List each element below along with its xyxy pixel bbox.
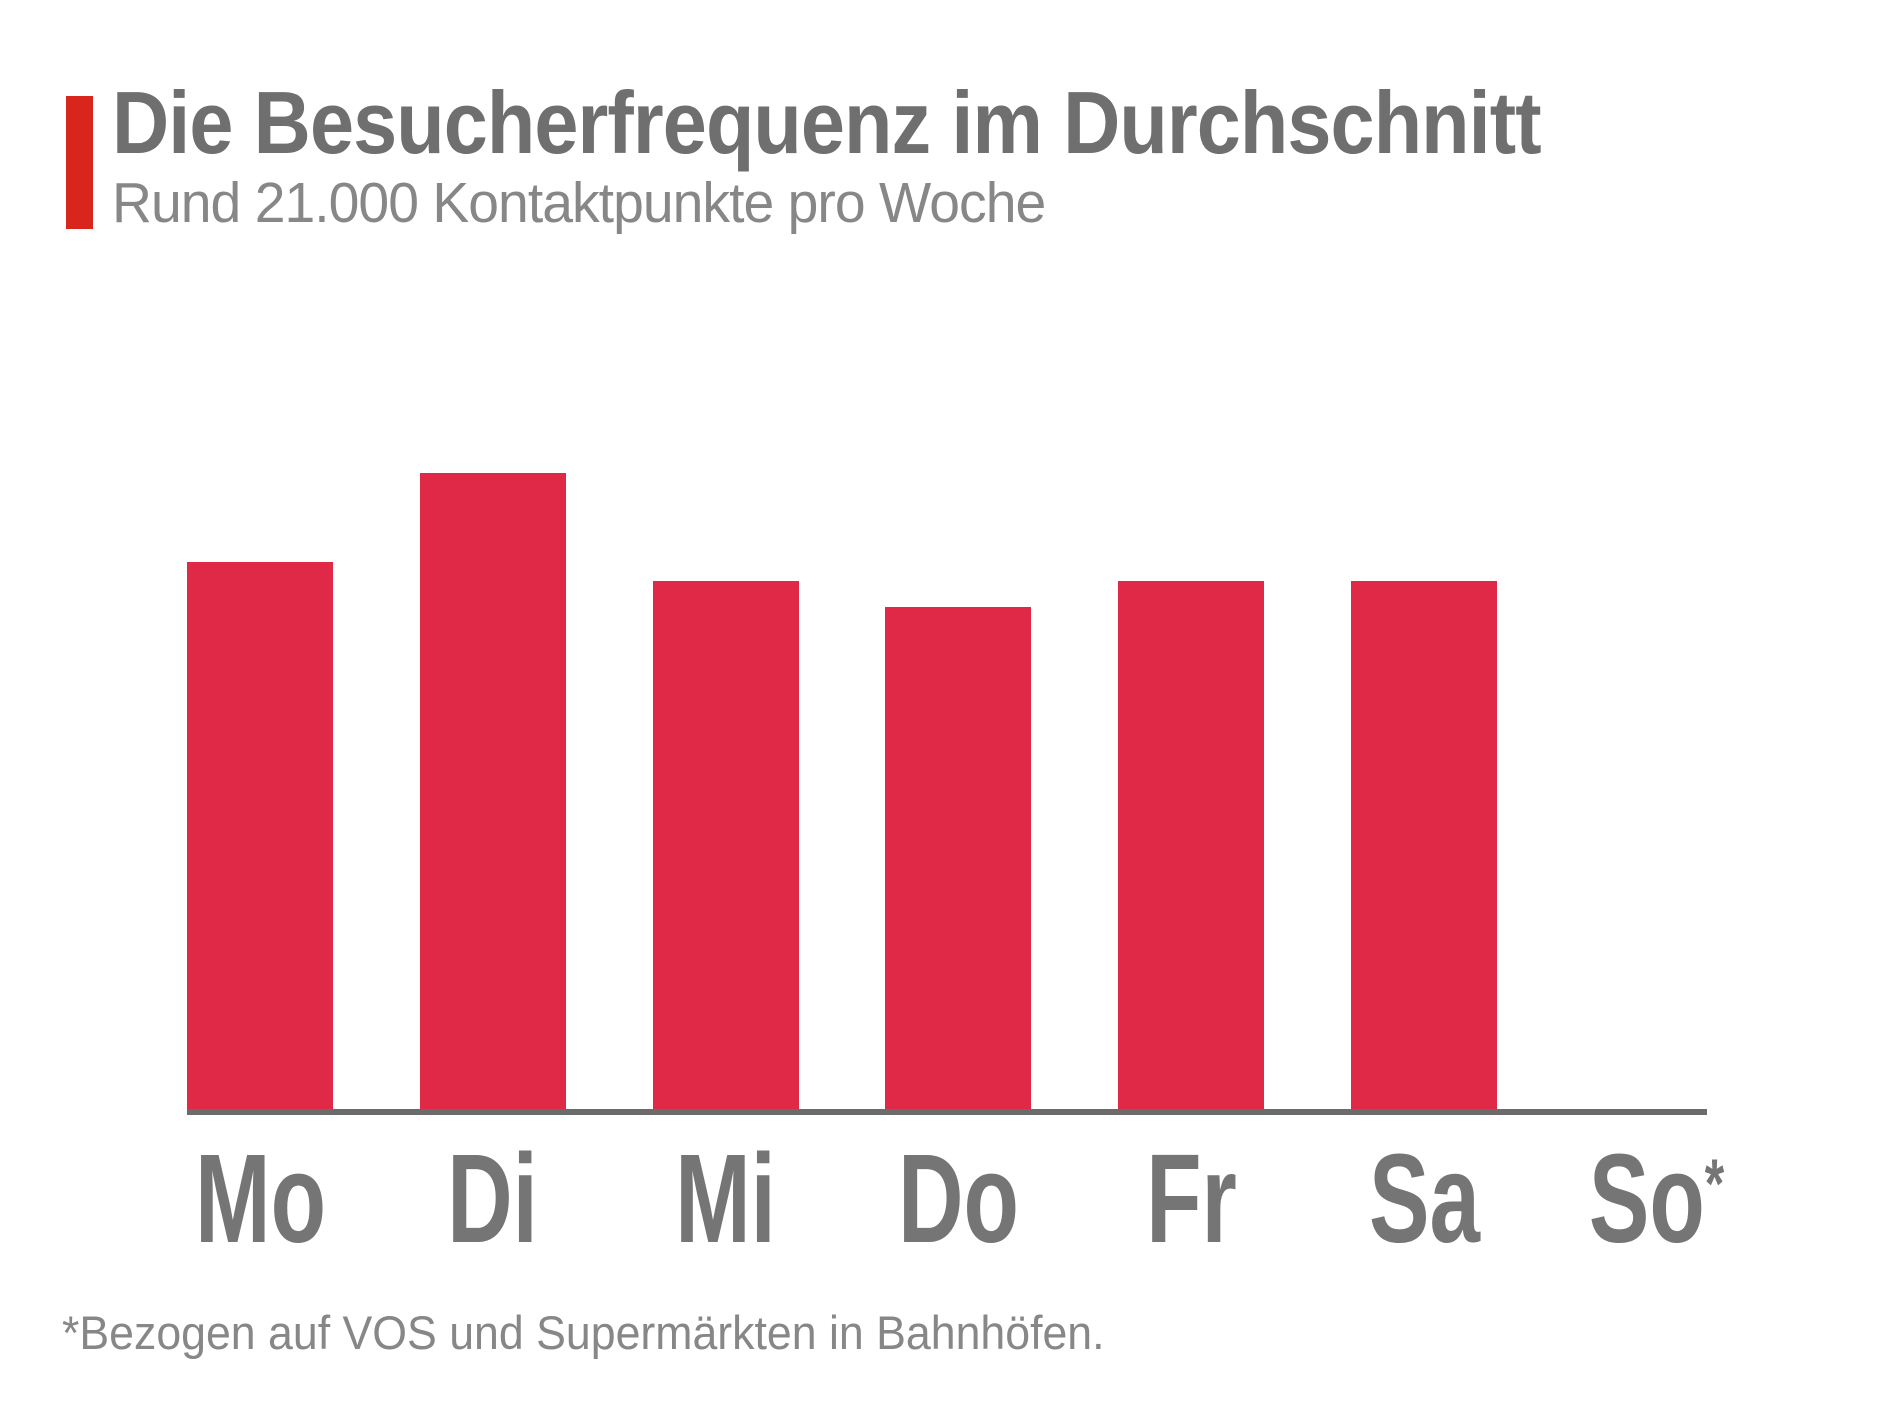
page-subtitle: Rund 21.000 Kontaktpunkte pro Woche: [112, 171, 1046, 235]
chart-bar-mi: [653, 581, 799, 1109]
chart-bar-di: [420, 473, 566, 1109]
day-label-fr: Fr: [1146, 1128, 1237, 1269]
day-label-do: Do: [898, 1128, 1019, 1269]
footnote: *Bezogen auf VOS und Supermärkten in Bah…: [62, 1306, 1105, 1359]
page-title: Die Besucherfrequenz im Durchschnitt: [112, 73, 1542, 172]
chart-bar-sa: [1351, 581, 1497, 1109]
title-accent-bar: [66, 96, 93, 229]
chart-bar-do: [885, 607, 1031, 1109]
chart-bar-fr: [1118, 581, 1264, 1109]
day-label-mi: Mi: [675, 1128, 776, 1269]
x-axis-line: [187, 1109, 1707, 1115]
day-label-mo: Mo: [195, 1128, 326, 1269]
footnote-asterisk: *: [1704, 1144, 1725, 1223]
day-label-di: Di: [447, 1128, 538, 1269]
day-label-so: So*: [1588, 1128, 1725, 1269]
day-label-sa: Sa: [1369, 1128, 1480, 1269]
chart-bar-mo: [187, 562, 333, 1109]
